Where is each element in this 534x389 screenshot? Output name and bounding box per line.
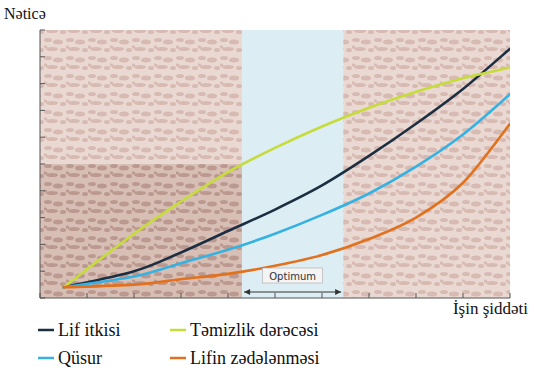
- legend-swatch: [38, 329, 54, 332]
- x-tick: [369, 293, 370, 298]
- series-line: [64, 124, 511, 287]
- y-tick: [40, 56, 45, 57]
- annotation: Optimum: [269, 271, 316, 282]
- y-tick: [40, 83, 45, 84]
- x-axis-title: İşin şiddəti: [453, 299, 528, 318]
- series-line: [64, 94, 511, 287]
- legend-label: Lif itkisi: [58, 320, 121, 340]
- legend-swatch: [170, 357, 186, 360]
- series-line: [64, 49, 511, 288]
- optimum-label-box: [263, 268, 323, 283]
- x-tick: [275, 293, 276, 298]
- x-tick: [322, 293, 323, 298]
- texture: [40, 164, 242, 298]
- x-tick: [510, 293, 511, 298]
- legend-label: Təmizlik dərəcəsi: [190, 320, 318, 340]
- y-tick: [40, 244, 45, 245]
- legend-label: Lifin zədələnməsi: [190, 348, 319, 368]
- legend-swatch: [38, 357, 54, 360]
- x-tick: [228, 293, 229, 298]
- arrow-head: [244, 289, 341, 295]
- x-tick: [416, 293, 417, 298]
- series-line: [64, 68, 511, 288]
- y-tick: [40, 298, 45, 299]
- x-tick: [40, 293, 41, 298]
- y-tick: [40, 137, 45, 138]
- y-axis-title: Nəticə: [4, 5, 46, 22]
- chart: Optimum Nəticə İşin şiddəti Lif itkisi Təmiz…: [0, 0, 534, 389]
- legend-swatch: [170, 329, 186, 332]
- optimum-band: [242, 30, 343, 298]
- y-tick: [40, 164, 45, 165]
- x-tick: [134, 293, 135, 298]
- x-tick: [463, 293, 464, 298]
- lines: [64, 49, 511, 288]
- optimum-arrow: [244, 292, 341, 293]
- y-tick: [40, 110, 45, 111]
- y-tick: [40, 271, 45, 272]
- y-tick: [40, 30, 45, 31]
- x-tick: [181, 293, 182, 298]
- legend: Lif itkisi Təmizlik dərəcəsi Qüsur Lifin zə…: [38, 320, 319, 368]
- legend-label: Qüsur: [58, 348, 102, 368]
- x-tick: [87, 293, 88, 298]
- texture: [40, 30, 242, 164]
- y-tick: [40, 217, 45, 218]
- y-tick: [40, 190, 45, 191]
- background: [40, 30, 510, 298]
